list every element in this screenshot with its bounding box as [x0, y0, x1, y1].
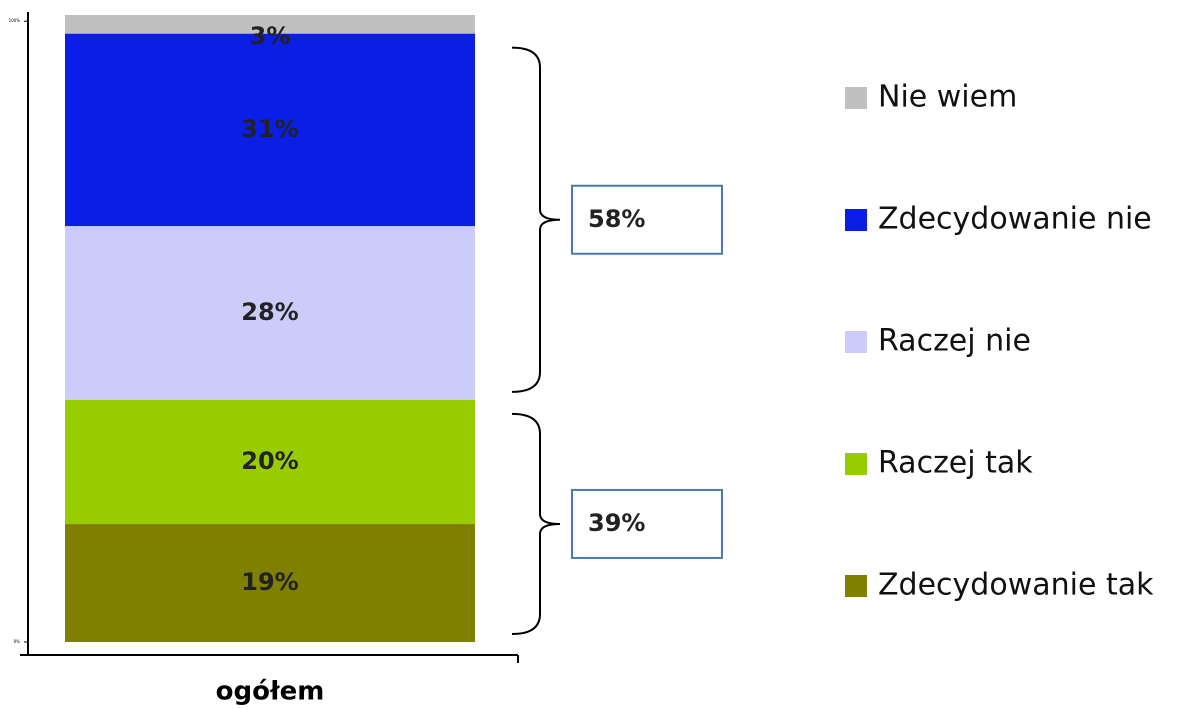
- legend-label: Zdecydowanie tak: [878, 568, 1154, 603]
- legend-swatch: [845, 209, 867, 231]
- legend-label: Nie wiem: [878, 80, 1017, 115]
- data-label: 3%: [250, 22, 291, 50]
- legend-swatch: [845, 87, 867, 109]
- bracket-label: 58%: [588, 205, 645, 233]
- legend-label: Raczej nie: [878, 324, 1031, 359]
- bracket-label: 39%: [588, 509, 645, 537]
- data-label: 19%: [241, 568, 298, 596]
- bracket: [511, 412, 561, 635]
- data-label: 20%: [241, 447, 298, 475]
- data-label: 31%: [241, 115, 298, 143]
- bracket-box: [571, 184, 723, 255]
- data-label: 28%: [241, 298, 298, 326]
- bar-segment: [65, 399, 475, 525]
- legend-label: Raczej tak: [878, 446, 1033, 481]
- bar-segment: [65, 33, 475, 227]
- bar-segment: [65, 15, 475, 34]
- bracket: [511, 46, 561, 393]
- legend-swatch: [845, 331, 867, 353]
- bar-segment: [65, 226, 475, 400]
- bracket-box: [571, 488, 723, 559]
- legend-swatch: [845, 453, 867, 475]
- x-tick-label: ogółem: [216, 677, 325, 707]
- legend-swatch: [845, 575, 867, 597]
- y-tick-label: 0%: [14, 639, 21, 644]
- bar-segment: [65, 524, 475, 642]
- y-tick-label: 100%: [9, 18, 21, 23]
- legend-label: Zdecydowanie nie: [878, 202, 1152, 237]
